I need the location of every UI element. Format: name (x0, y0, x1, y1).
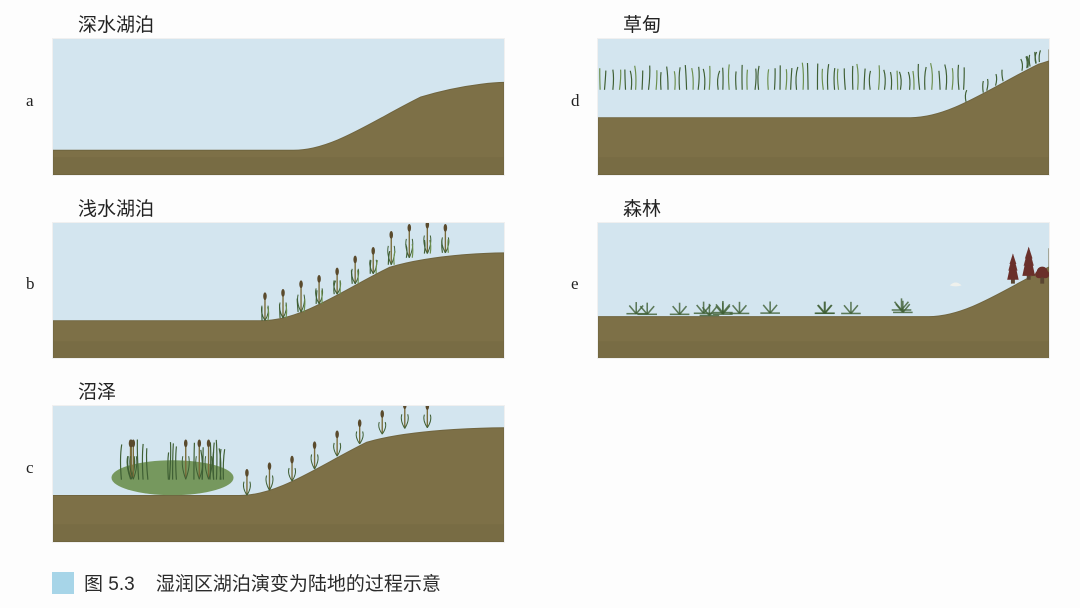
panel-b (52, 222, 505, 360)
cell-empty (575, 377, 1050, 543)
caption-prefix: 图 5.3 (84, 574, 135, 595)
panel-title: 森林 (623, 194, 661, 221)
cell-e: 森林 e (575, 194, 1050, 360)
panel-title: 深水湖泊 (78, 10, 154, 37)
panel-title: 草甸 (623, 10, 661, 37)
figure-grid: 深水湖泊 a 草甸 d 浅水湖泊 b 森林 e 沼泽 c 图 5.3 湿润区湖泊… (0, 0, 1080, 608)
cell-b: 浅水湖泊 b (30, 194, 505, 360)
panel-a (52, 38, 505, 176)
panel-e (597, 222, 1050, 360)
cell-c: 沼泽 c (30, 377, 505, 543)
panel-c (52, 405, 505, 543)
caption-swatch (52, 572, 74, 594)
cell-a: 深水湖泊 a (30, 10, 505, 176)
panel-title: 沼泽 (78, 377, 116, 404)
caption-text: 图 5.3 湿润区湖泊演变为陆地的过程示意 (84, 569, 441, 596)
panel-letter: d (571, 91, 580, 111)
cell-d: 草甸 d (575, 10, 1050, 176)
figure-caption: 图 5.3 湿润区湖泊演变为陆地的过程示意 (30, 561, 1050, 596)
caption-body: 湿润区湖泊演变为陆地的过程示意 (156, 574, 441, 595)
panel-letter: c (26, 458, 34, 478)
panel-d (597, 38, 1050, 176)
panel-letter: b (26, 274, 35, 294)
panel-letter: e (571, 274, 579, 294)
panel-letter: a (26, 91, 34, 111)
panel-title: 浅水湖泊 (78, 194, 154, 221)
